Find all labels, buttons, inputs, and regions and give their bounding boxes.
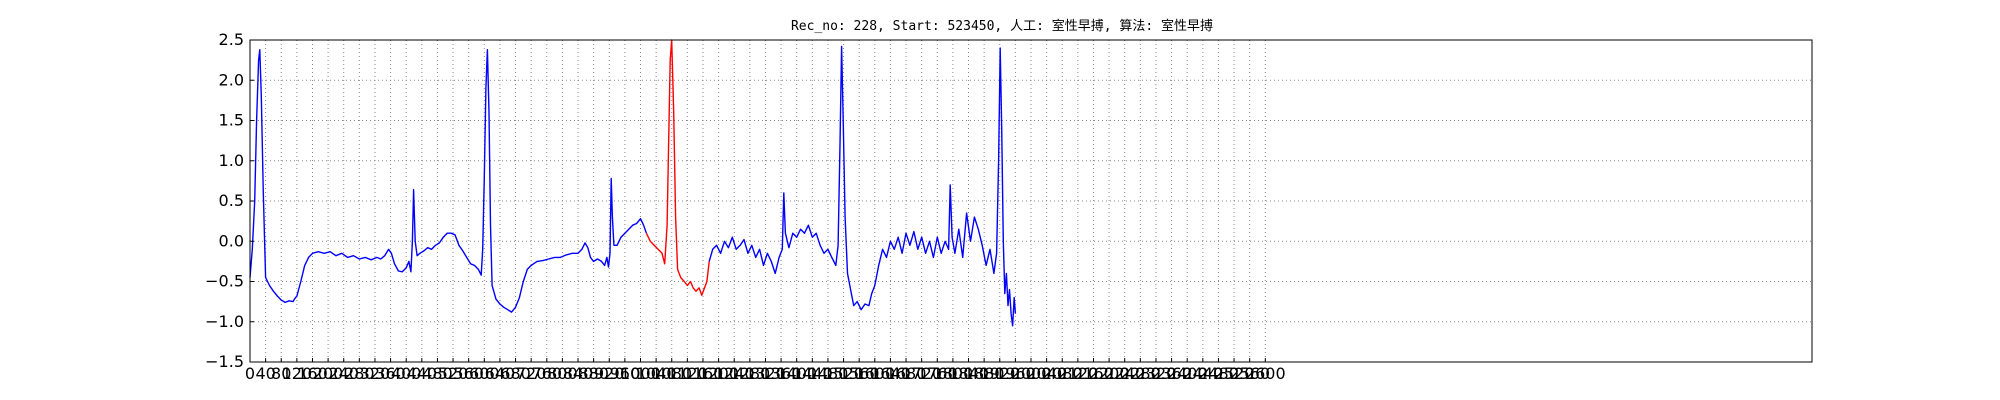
y-tick-label: −1.0 bbox=[205, 312, 244, 331]
x-tick-label: 760 bbox=[532, 364, 563, 383]
x-tick-label: 280 bbox=[344, 364, 375, 383]
x-tick-label: 1800 bbox=[933, 364, 974, 383]
x-tick-label: 2520 bbox=[1214, 364, 1255, 383]
x-tick-label: 2440 bbox=[1182, 364, 1223, 383]
x-tick-label: 0 bbox=[245, 364, 255, 383]
x-tick-label: 1880 bbox=[964, 364, 1005, 383]
x-tick-label: 2280 bbox=[1120, 364, 1161, 383]
x-tick-label: 1320 bbox=[745, 364, 786, 383]
x-tick-label: 2360 bbox=[1151, 364, 1192, 383]
x-tick-label: 1760 bbox=[917, 364, 958, 383]
x-tick-label: 1640 bbox=[870, 364, 911, 383]
x-tick-label: 1280 bbox=[729, 364, 770, 383]
x-tick-label: 1680 bbox=[886, 364, 927, 383]
x-tick-label: 1920 bbox=[979, 364, 1020, 383]
x-tick-label: 240 bbox=[328, 364, 359, 383]
x-tick-label: 1040 bbox=[636, 364, 677, 383]
x-tick-label: 40 bbox=[255, 364, 275, 383]
x-tick-label: 320 bbox=[360, 364, 391, 383]
x-tick-label: 2320 bbox=[1136, 364, 1177, 383]
x-tick-label: 1440 bbox=[792, 364, 833, 383]
x-tick-label: 1840 bbox=[948, 364, 989, 383]
x-tick-label: 120 bbox=[282, 364, 313, 383]
x-tick-label: 1400 bbox=[776, 364, 817, 383]
x-tick-label: 1720 bbox=[901, 364, 942, 383]
y-tick-label: −1.5 bbox=[205, 352, 244, 371]
series-group bbox=[249, 39, 1017, 327]
x-tick-label: 2560 bbox=[1229, 364, 1270, 383]
x-tick-label: 960 bbox=[610, 364, 641, 383]
series-line-1 bbox=[249, 49, 648, 313]
x-tick-label: 880 bbox=[578, 364, 609, 383]
x-tick-label: 2600 bbox=[1245, 364, 1286, 383]
x-tick-label: 1080 bbox=[651, 364, 692, 383]
x-tick-label: 680 bbox=[500, 364, 531, 383]
y-tick-label: 0.5 bbox=[219, 191, 244, 210]
x-tick-label: 520 bbox=[438, 364, 469, 383]
y-tick-label: 1.0 bbox=[219, 151, 244, 170]
x-tick-label: 2000 bbox=[1011, 364, 1052, 383]
x-tick-label: 2040 bbox=[1026, 364, 1067, 383]
x-tick-label: 2400 bbox=[1167, 364, 1208, 383]
x-tick-label: 600 bbox=[469, 364, 500, 383]
x-tick-label: 2120 bbox=[1058, 364, 1099, 383]
y-tick-label: −0.5 bbox=[205, 272, 244, 291]
series-line-3 bbox=[708, 45, 1017, 327]
x-tick-label: 720 bbox=[516, 364, 547, 383]
y-tick-label: 2.5 bbox=[219, 30, 244, 49]
x-tick-label: 1480 bbox=[808, 364, 849, 383]
x-tick-label: 800 bbox=[547, 364, 578, 383]
x-tick-label: 640 bbox=[485, 364, 516, 383]
x-tick-label: 160 bbox=[297, 364, 328, 383]
x-tick-label: 560 bbox=[453, 364, 484, 383]
x-tick-label: 480 bbox=[422, 364, 453, 383]
x-tick-label: 1520 bbox=[823, 364, 864, 383]
x-tick-label: 1360 bbox=[761, 364, 802, 383]
x-tick-label: 440 bbox=[407, 364, 438, 383]
x-tick-label: 1200 bbox=[698, 364, 739, 383]
chart-title: Rec_no: 228, Start: 523450, 人工: 室性早搏, 算法… bbox=[791, 18, 1213, 34]
x-tick-label: 2160 bbox=[1073, 364, 1114, 383]
x-tick-label: 1120 bbox=[667, 364, 708, 383]
y-tick-label: 2.0 bbox=[219, 70, 244, 89]
x-tick-label: 920 bbox=[594, 364, 625, 383]
series-line-2 bbox=[645, 39, 710, 296]
x-tick-label: 400 bbox=[391, 364, 422, 383]
plot-frame bbox=[249, 39, 1813, 363]
x-tick-label: 1560 bbox=[839, 364, 880, 383]
x-tick-label: 1240 bbox=[714, 364, 755, 383]
x-tick-label: 200 bbox=[313, 364, 344, 383]
x-tick-label: 1960 bbox=[995, 364, 1036, 383]
x-tick-label: 2480 bbox=[1198, 364, 1239, 383]
x-tick-label: 1600 bbox=[854, 364, 895, 383]
x-tick-label: 2080 bbox=[1042, 364, 1083, 383]
y-tick-label: 0.0 bbox=[219, 231, 244, 250]
x-tick-label: 80 bbox=[271, 364, 291, 383]
x-tick-label: 1000 bbox=[620, 364, 661, 383]
x-tick-label: 2240 bbox=[1104, 364, 1145, 383]
y-tick-label: 1.5 bbox=[219, 111, 244, 130]
x-tick-label: 1160 bbox=[683, 364, 724, 383]
y-axis: −1.5 −1.0 −0.5 0.0 0.5 1.0 1.5 2.0 2.5 bbox=[205, 30, 254, 371]
x-axis: 0 408012016020024028032036040044048052056… bbox=[245, 358, 1286, 383]
x-tick-label: 360 bbox=[375, 364, 406, 383]
x-tick-label: 840 bbox=[563, 364, 594, 383]
x-tick-label: 2200 bbox=[1089, 364, 1130, 383]
